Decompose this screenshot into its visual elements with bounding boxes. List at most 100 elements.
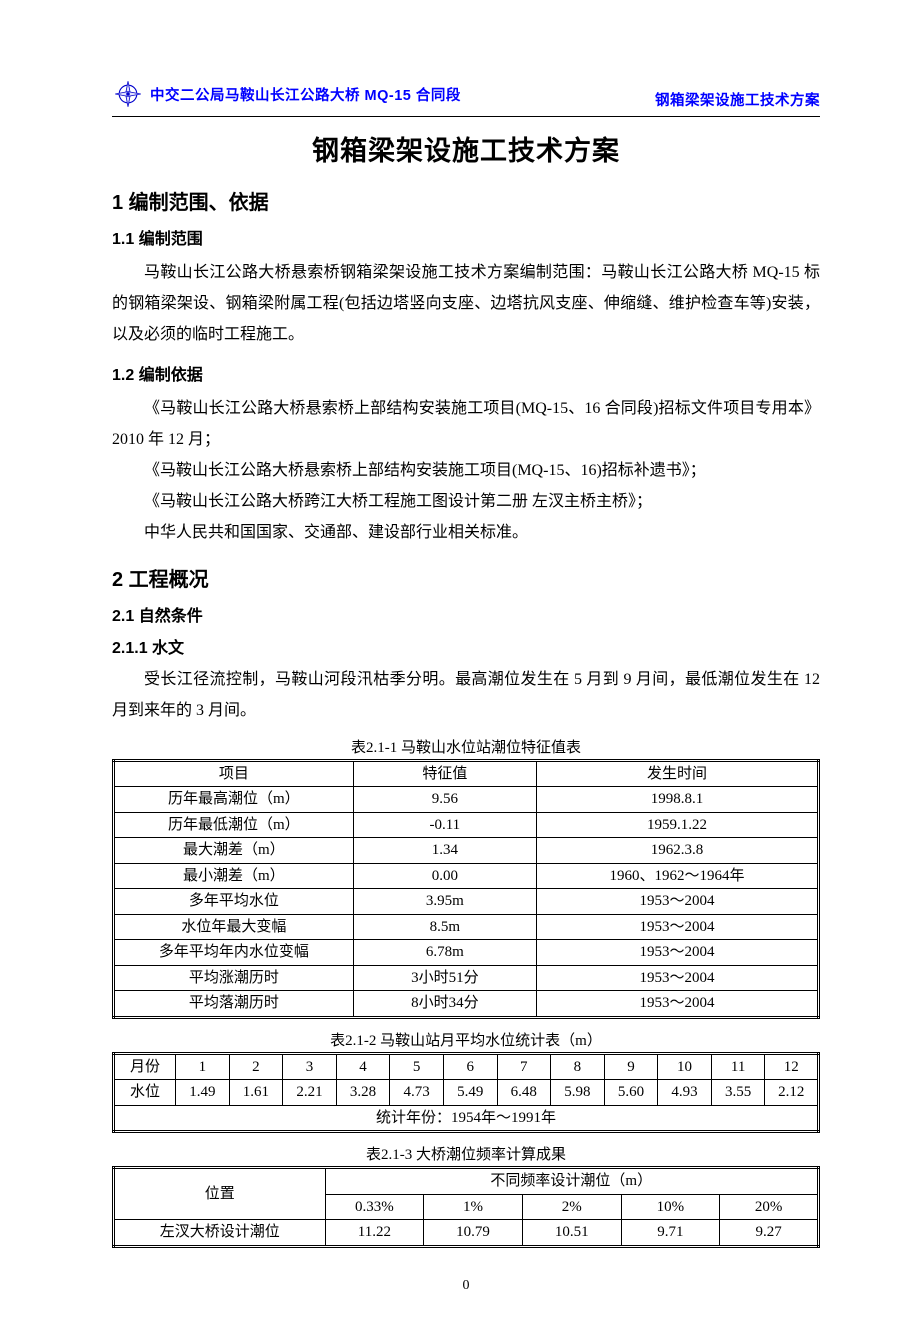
table-row: 月份 1 2 3 4 5 6 7 8 9 10 11 12 (114, 1053, 819, 1080)
table-cell: 5.49 (443, 1080, 497, 1106)
table-cell: 6 (443, 1053, 497, 1080)
table-cell: 多年平均水位 (114, 889, 354, 915)
table-cell: 最小潮差（m） (114, 863, 354, 889)
table-cell: 1953～2004 (536, 914, 818, 940)
table-cell: 4.93 (658, 1080, 712, 1106)
table-header-cell: 0.33% (325, 1194, 424, 1220)
table-cell: 5.98 (551, 1080, 605, 1106)
table-cell: 12 (765, 1053, 819, 1080)
table3: 位置 不同频率设计潮位（m） 0.33% 1% 2% 10% 20% 左汊大桥设… (112, 1166, 820, 1248)
table-cell: 平均落潮历时 (114, 991, 354, 1018)
table-cell: 3.28 (336, 1080, 390, 1106)
table-cell: 10 (658, 1053, 712, 1080)
heading-1: 1 编制范围、依据 (112, 186, 820, 215)
table-cell: 1.49 (176, 1080, 230, 1106)
page-number: 0 (112, 1278, 820, 1294)
paragraph: 马鞍山长江公路大桥悬索桥钢箱梁架设施工技术方案编制范围：马鞍山长江公路大桥 MQ… (112, 257, 820, 351)
table-footer-cell: 统计年份：1954年～1991年 (114, 1105, 819, 1132)
table-cell: 水位 (114, 1080, 176, 1106)
table2: 月份 1 2 3 4 5 6 7 8 9 10 11 12 水位 1.49 1.… (112, 1052, 820, 1134)
table-cell: 1.61 (229, 1080, 283, 1106)
table-row: 位置 不同频率设计潮位（m） (114, 1168, 819, 1195)
table-cell: 1962.3.8 (536, 838, 818, 864)
table-cell: 1960、1962～1964年 (536, 863, 818, 889)
table-cell: 3小时51分 (353, 965, 536, 991)
table-cell: 9.71 (621, 1220, 720, 1247)
table-cell: -0.11 (353, 812, 536, 838)
header-right-text: 钢箱梁架设施工技术方案 (655, 89, 820, 110)
table-cell: 7 (497, 1053, 551, 1080)
table-cell: 4.73 (390, 1080, 444, 1106)
heading-2: 2 工程概况 (112, 563, 820, 592)
table-cell: 9 (604, 1053, 658, 1080)
table-cell: 2.21 (283, 1080, 337, 1106)
table-cell: 3 (283, 1053, 337, 1080)
table-cell: 1 (176, 1053, 230, 1080)
table-cell: 1959.1.22 (536, 812, 818, 838)
table-cell: 1953～2004 (536, 965, 818, 991)
heading-2-1-1: 2.1.1 水文 (112, 634, 820, 658)
table-row: 项目 特征值 发生时间 (114, 760, 819, 787)
header-left-group: 中交二公局马鞍山长江公路大桥 MQ-15 合同段 (112, 78, 461, 110)
table-cell: 11.22 (325, 1220, 424, 1247)
table-header-cell: 20% (720, 1194, 819, 1220)
table-row: 历年最低潮位（m）-0.111959.1.22 (114, 812, 819, 838)
table-row: 统计年份：1954年～1991年 (114, 1105, 819, 1132)
table-cell: 历年最高潮位（m） (114, 787, 354, 813)
compass-icon (112, 78, 144, 110)
table-header-cell: 1% (424, 1194, 523, 1220)
table-cell: 2.12 (765, 1080, 819, 1106)
table-cell: 1953～2004 (536, 889, 818, 915)
table-cell: 11 (711, 1053, 765, 1080)
table-cell: 历年最低潮位（m） (114, 812, 354, 838)
table-row: 平均落潮历时8小时34分1953～2004 (114, 991, 819, 1018)
table-cell: 多年平均年内水位变幅 (114, 940, 354, 966)
paragraph: 受长江径流控制，马鞍山河段汛枯季分明。最高潮位发生在 5 月到 9 月间，最低潮… (112, 664, 820, 726)
table1: 项目 特征值 发生时间 历年最高潮位（m）9.561998.8.1 历年最低潮位… (112, 759, 820, 1019)
table-cell: 8.5m (353, 914, 536, 940)
paragraph: 《马鞍山长江公路大桥跨江大桥工程施工图设计第二册 左汊主桥主桥》； (112, 486, 820, 517)
table-row: 多年平均水位3.95m1953～2004 (114, 889, 819, 915)
table-cell: 8小时34分 (353, 991, 536, 1018)
paragraph: 中华人民共和国国家、交通部、建设部行业相关标准。 (112, 517, 820, 548)
table-cell: 4 (336, 1053, 390, 1080)
table-cell: 10.51 (522, 1220, 621, 1247)
page: 中交二公局马鞍山长江公路大桥 MQ-15 合同段 钢箱梁架设施工技术方案 钢箱梁… (0, 0, 920, 1334)
table-row: 左汊大桥设计潮位 11.22 10.79 10.51 9.71 9.27 (114, 1220, 819, 1247)
header-left-text: 中交二公局马鞍山长江公路大桥 MQ-15 合同段 (150, 84, 461, 105)
table-cell: 1953～2004 (536, 940, 818, 966)
table-header-cell: 10% (621, 1194, 720, 1220)
table-header-cell: 项目 (114, 760, 354, 787)
table-cell: 8 (551, 1053, 605, 1080)
table-cell: 1998.8.1 (536, 787, 818, 813)
paragraph: 《马鞍山长江公路大桥悬索桥上部结构安装施工项目(MQ-15、16 合同段)招标文… (112, 393, 820, 455)
table-header-cell: 不同频率设计潮位（m） (325, 1168, 818, 1195)
running-header: 中交二公局马鞍山长江公路大桥 MQ-15 合同段 钢箱梁架设施工技术方案 (112, 78, 820, 110)
table-row: 历年最高潮位（m）9.561998.8.1 (114, 787, 819, 813)
heading-1-1: 1.1 编制范围 (112, 225, 820, 249)
table-cell: 9.56 (353, 787, 536, 813)
heading-2-1: 2.1 自然条件 (112, 602, 820, 626)
table-cell: 月份 (114, 1053, 176, 1080)
table-cell: 最大潮差（m） (114, 838, 354, 864)
table3-caption: 表2.1-3 大桥潮位频率计算成果 (112, 1143, 820, 1164)
table-cell: 3.95m (353, 889, 536, 915)
table-row: 最大潮差（m）1.341962.3.8 (114, 838, 819, 864)
table-cell: 10.79 (424, 1220, 523, 1247)
table-row: 多年平均年内水位变幅6.78m1953～2004 (114, 940, 819, 966)
table2-caption: 表2.1-2 马鞍山站月平均水位统计表（m） (112, 1029, 820, 1050)
table-cell: 左汊大桥设计潮位 (114, 1220, 326, 1247)
table-cell: 6.48 (497, 1080, 551, 1106)
table-header-cell: 发生时间 (536, 760, 818, 787)
table-cell: 6.78m (353, 940, 536, 966)
header-rule (112, 116, 820, 117)
table-cell: 3.55 (711, 1080, 765, 1106)
table-row: 平均涨潮历时3小时51分1953～2004 (114, 965, 819, 991)
table-row: 最小潮差（m）0.001960、1962～1964年 (114, 863, 819, 889)
table-cell: 1.34 (353, 838, 536, 864)
table-header-cell: 位置 (114, 1168, 326, 1220)
table-cell: 水位年最大变幅 (114, 914, 354, 940)
heading-1-2: 1.2 编制依据 (112, 361, 820, 385)
table-row: 水位 1.49 1.61 2.21 3.28 4.73 5.49 6.48 5.… (114, 1080, 819, 1106)
table-cell: 5.60 (604, 1080, 658, 1106)
